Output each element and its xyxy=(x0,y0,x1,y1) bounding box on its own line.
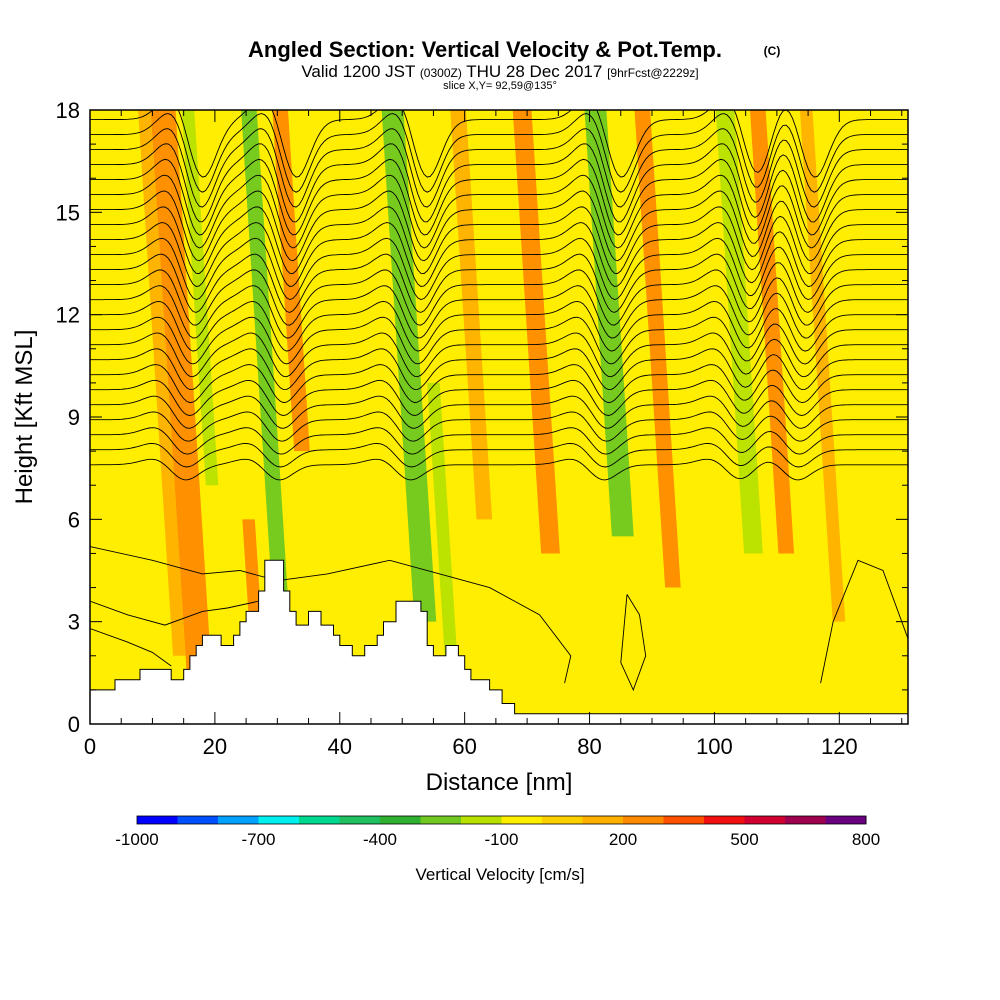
colorbar-swatch xyxy=(785,816,826,824)
x-tick-label: 120 xyxy=(821,734,858,759)
plot-area xyxy=(89,109,909,725)
colorbar-swatch xyxy=(744,816,786,824)
theta-contour xyxy=(90,316,908,365)
colorbar-swatch xyxy=(339,816,381,824)
x-tick-label: 80 xyxy=(577,734,601,759)
y-axis-label: Height [Kft MSL] xyxy=(11,330,38,505)
theta-contour xyxy=(90,222,908,287)
theta-contour xyxy=(90,174,908,249)
colorbar-swatch xyxy=(218,816,259,824)
colorbar-label: Vertical Velocity [cm/s] xyxy=(415,865,584,884)
low-contour xyxy=(90,600,259,626)
colorbar-swatch xyxy=(380,816,421,824)
theta-contour xyxy=(90,443,908,468)
theta-contour xyxy=(90,143,908,223)
y-tick-label: 12 xyxy=(56,303,80,328)
y-tick-label: 6 xyxy=(68,507,80,532)
y-tick-label: 18 xyxy=(56,98,80,123)
theta-contour xyxy=(90,206,908,274)
chart-title-mark: (C) xyxy=(764,44,781,58)
x-tick-label: 100 xyxy=(696,734,733,759)
theta-contour xyxy=(90,190,908,262)
colorbar-swatch xyxy=(461,816,502,824)
colorbar-tick-label: 200 xyxy=(609,830,637,849)
colorbar-swatch xyxy=(704,816,745,824)
theta-contour xyxy=(90,300,908,352)
velocity-band xyxy=(242,519,262,622)
theta-contour xyxy=(90,110,908,178)
colorbar-swatch xyxy=(137,816,178,824)
theta-contour xyxy=(90,113,908,193)
theta-contour xyxy=(90,395,908,429)
colorbar-frame xyxy=(136,815,867,825)
colorbar-swatch xyxy=(623,816,664,824)
colorbar: -1000 -700 -400 -100 200 500 800 xyxy=(115,815,880,849)
colorbar-tick-label: -1000 xyxy=(115,830,158,849)
velocity-band xyxy=(381,110,437,622)
theta-contour xyxy=(90,411,908,442)
chart-title: Angled Section: Vertical Velocity & Pot.… xyxy=(248,37,722,62)
low-contour xyxy=(90,628,172,667)
theta-contour xyxy=(90,332,908,378)
slice-label: slice X,Y= 92,59@135° xyxy=(443,80,557,92)
low-contour xyxy=(820,559,908,690)
colorbar-tick-label: 800 xyxy=(852,830,880,849)
theta-contour xyxy=(90,237,908,300)
y-tick-label: 15 xyxy=(56,200,80,225)
terrain-mask xyxy=(89,559,909,725)
colorbar-swatch xyxy=(542,816,583,824)
theta-contour xyxy=(90,158,908,236)
velocity-band xyxy=(799,110,846,622)
velocity-band xyxy=(150,110,212,673)
colorbar-swatch xyxy=(663,816,705,824)
x-axis: 0 20 40 60 80 100 120 xyxy=(84,110,903,759)
y-axis: 0 3 6 9 12 15 18 xyxy=(56,98,908,737)
subtitle-utc: (0300Z) xyxy=(420,66,462,80)
colorbar-swatch xyxy=(420,816,462,824)
low-level-contours xyxy=(90,546,908,692)
colorbar-swatch xyxy=(582,816,624,824)
theta-contour xyxy=(90,253,908,313)
theta-contour xyxy=(90,364,908,404)
chart-subtitle: Valid 1200 JST (0300Z) THU 28 Dec 2017 [… xyxy=(301,62,698,81)
theta-contour xyxy=(90,269,908,326)
colorbar-swatch xyxy=(258,816,300,824)
colorbar-swatch xyxy=(177,816,219,824)
y-tick-label: 3 xyxy=(68,610,80,635)
y-tick-label: 9 xyxy=(68,405,80,430)
theta-contour xyxy=(90,458,908,481)
x-tick-label: 20 xyxy=(203,734,227,759)
theta-contour xyxy=(90,128,908,208)
colorbar-tick-label: -700 xyxy=(241,830,275,849)
x-tick-label: 0 xyxy=(84,734,96,759)
theta-contour xyxy=(90,285,908,339)
theta-contours xyxy=(90,110,908,481)
colorbar-swatch xyxy=(299,816,340,824)
velocity-band xyxy=(750,110,795,554)
theta-contour xyxy=(90,427,908,455)
velocity-band xyxy=(715,110,763,554)
x-tick-label: 60 xyxy=(452,734,476,759)
velocity-band xyxy=(512,110,560,554)
velocity-band xyxy=(427,382,458,656)
colorbar-swatch xyxy=(501,816,543,824)
colorbar-tick-label: -100 xyxy=(484,830,518,849)
x-axis-label: Distance [nm] xyxy=(426,769,573,796)
x-tick-label: 40 xyxy=(328,734,352,759)
y-tick-label: 0 xyxy=(68,712,80,737)
low-contour xyxy=(90,546,572,684)
subtitle-valid: Valid 1200 JST xyxy=(301,62,415,81)
subtitle-forecast: [9hrFcst@2229z] xyxy=(607,66,699,80)
colorbar-tick-label: 500 xyxy=(730,830,758,849)
colorbar-swatch xyxy=(825,816,867,824)
subtitle-date: THU 28 Dec 2017 xyxy=(466,62,602,81)
velocity-band xyxy=(241,110,289,605)
colorbar-tick-label: -400 xyxy=(363,830,397,849)
theta-contour xyxy=(90,379,908,416)
theta-contour xyxy=(90,348,908,391)
low-contour xyxy=(620,594,647,692)
